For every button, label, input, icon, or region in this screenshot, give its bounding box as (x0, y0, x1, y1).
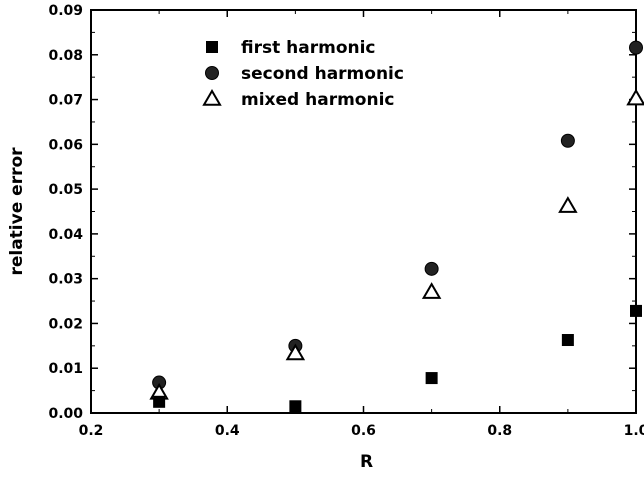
y-axis: 0.00 0.01 0.02 0.03 0.04 0.05 0.06 0.07 0.08 0.09 (48, 3, 636, 422)
mixed-harmonic-point (285, 343, 306, 361)
first-harmonic-point (630, 304, 642, 317)
second-harmonic-point (560, 133, 575, 148)
data-points (149, 40, 644, 413)
y-tick-label: 0.09 (48, 3, 83, 19)
second-harmonic-point (629, 40, 643, 55)
legend-marker-second-harmonic (205, 66, 219, 80)
first-harmonic-point (153, 395, 166, 408)
y-tick-label: 0.07 (48, 93, 83, 109)
x-tick-label: 0.4 (215, 423, 240, 439)
legend-marker-mixed-harmonic (202, 89, 222, 106)
second-harmonic-point (424, 261, 439, 276)
legend-label-first-harmonic: first harmonic (241, 38, 376, 58)
first-harmonic-point (561, 334, 574, 347)
legend-marker-first-harmonic (206, 41, 218, 53)
x-axis: 0.2 0.4 0.6 0.8 1.0 (79, 10, 644, 439)
y-tick-label: 0.04 (48, 227, 83, 243)
y-tick-label: 0.06 (48, 137, 83, 153)
y-tick-label: 0.08 (48, 48, 83, 64)
legend-label-second-harmonic: second harmonic (241, 64, 404, 84)
mixed-harmonic-point (421, 282, 442, 299)
y-tick-label: 0.03 (48, 272, 83, 288)
y-axis-title: relative error (7, 147, 27, 276)
y-tick-label: 0.05 (48, 182, 83, 198)
legend-label-mixed-harmonic: mixed harmonic (241, 90, 394, 110)
y-tick-label: 0.02 (48, 316, 83, 332)
x-tick-label: 0.6 (351, 423, 376, 439)
y-tick-label: 0.01 (48, 361, 83, 377)
first-harmonic-point (289, 400, 302, 413)
x-tick-label: 0.2 (79, 423, 104, 439)
y-tick-label: 0.00 (48, 406, 83, 422)
first-harmonic-point (425, 372, 438, 385)
x-axis-title: R (360, 452, 373, 472)
x-tick-label: 0.8 (487, 423, 512, 439)
mixed-harmonic-point (558, 196, 578, 213)
legend: first harmonic second harmonic mixed harmo… (202, 38, 404, 110)
mixed-harmonic-point (626, 88, 644, 106)
x-tick-label: 1.0 (624, 423, 644, 439)
